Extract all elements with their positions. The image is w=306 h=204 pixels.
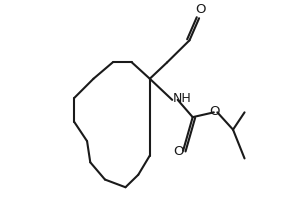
Text: O: O xyxy=(196,3,206,16)
Text: O: O xyxy=(210,105,220,118)
Text: O: O xyxy=(173,145,183,158)
Text: NH: NH xyxy=(173,92,192,105)
